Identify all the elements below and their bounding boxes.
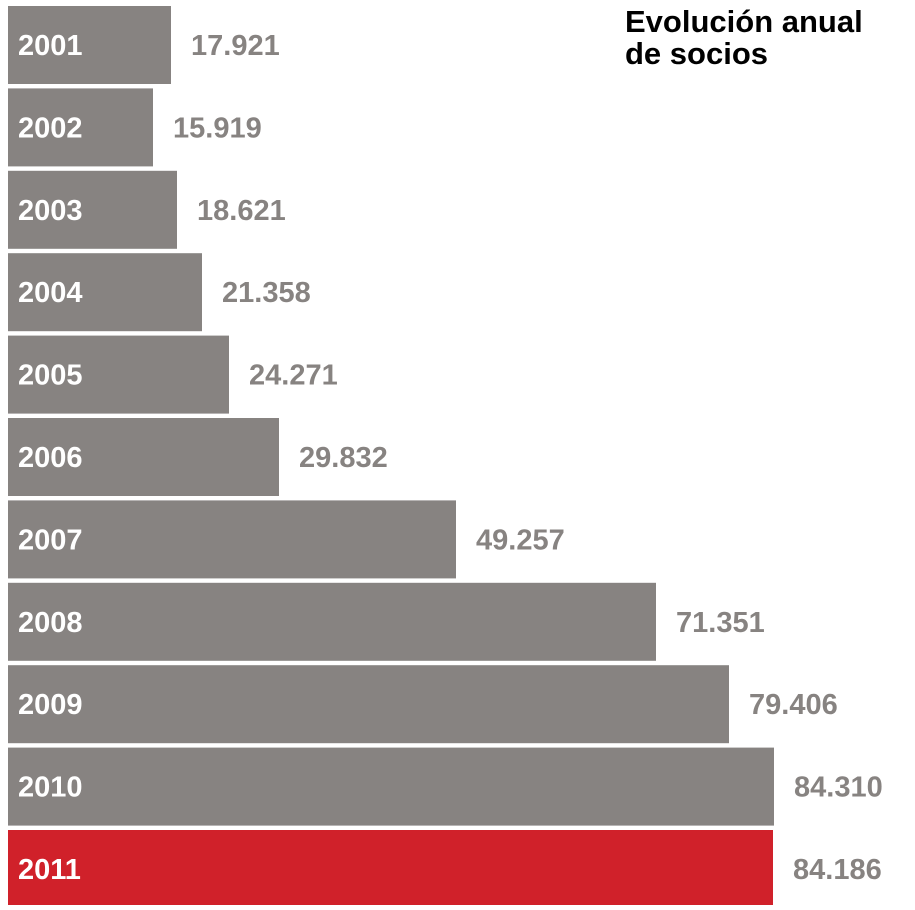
category-label-2004: 2004: [18, 277, 83, 309]
value-label-2010: 84.310: [794, 772, 883, 804]
category-label-2010: 2010: [18, 772, 83, 804]
bar-2008: [8, 582, 656, 661]
category-label-2007: 2007: [18, 524, 83, 556]
bar-2007: [8, 500, 456, 579]
category-label-2011: 2011: [18, 854, 81, 886]
value-label-2002: 15.919: [173, 112, 262, 144]
category-label-2009: 2009: [18, 689, 83, 721]
bar-2001: [8, 6, 171, 84]
value-label-2005: 24.271: [249, 360, 338, 392]
bar-2005: [8, 335, 229, 414]
chart-title-line-1: Evolución anual: [625, 4, 863, 39]
value-label-2011: 84.186: [793, 854, 882, 886]
category-label-2002: 2002: [18, 112, 83, 144]
value-label-2009: 79.406: [749, 689, 838, 721]
value-label-2007: 49.257: [476, 524, 565, 556]
category-label-2008: 2008: [18, 607, 83, 639]
category-label-2006: 2006: [18, 442, 83, 474]
value-label-2004: 21.358: [222, 277, 311, 309]
bar-2002: [8, 88, 153, 167]
value-label-2003: 18.621: [197, 195, 286, 227]
bar-2009: [8, 665, 729, 744]
bar-2004: [8, 253, 202, 332]
category-label-2001: 2001: [18, 30, 83, 62]
category-label-2003: 2003: [18, 195, 83, 227]
bar-2003: [8, 170, 177, 249]
value-label-2001: 17.921: [191, 30, 280, 62]
chart-title-line-2: de socios: [625, 36, 768, 71]
value-label-2006: 29.832: [299, 442, 388, 474]
bar-2010: [8, 747, 774, 826]
bar-2006: [8, 418, 279, 496]
value-label-2008: 71.351: [676, 607, 765, 639]
bar-2011: [8, 830, 773, 908]
category-label-2005: 2005: [18, 360, 83, 392]
